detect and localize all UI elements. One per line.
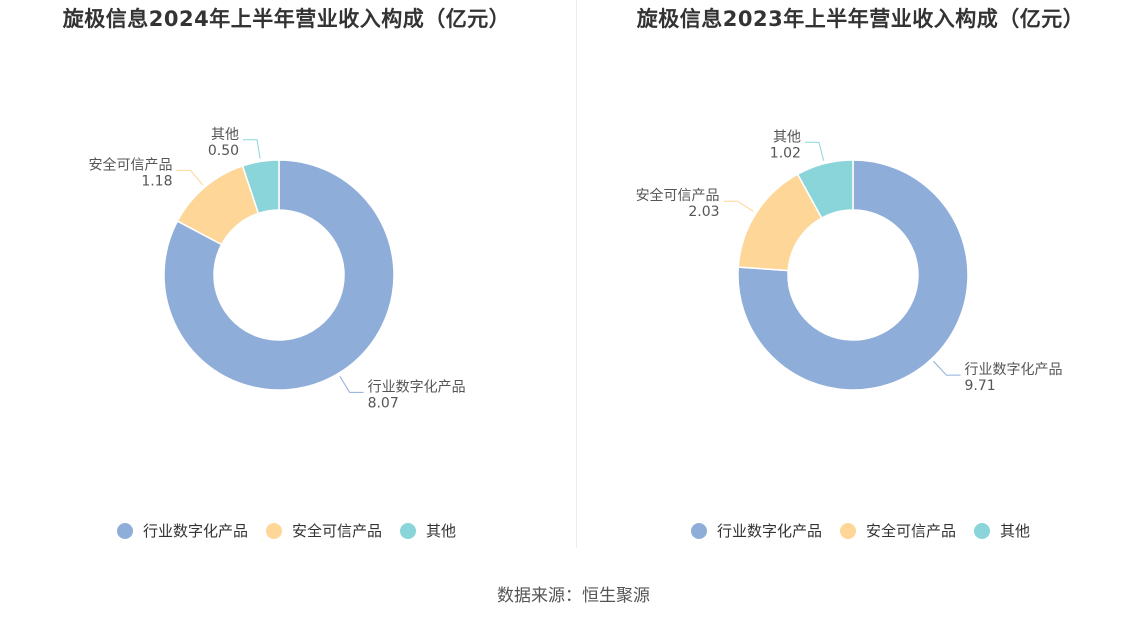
legend-dot-icon <box>400 522 416 539</box>
slice-label-industry: 行业数字化产品 <box>964 362 1062 378</box>
chart-panel-2024: 旋极信息2024年上半年营业收入构成（亿元） 行业数字化产品 8.07 安全可信产品… <box>0 0 573 550</box>
legend-item-other[interactable]: 其他 <box>400 520 456 541</box>
slice-label-other: 其他 <box>211 127 239 143</box>
legend-dot-icon <box>690 522 707 539</box>
slice-value-other: 1.02 <box>770 145 801 161</box>
legend: 行业数字化产品 安全可信产品 其他 <box>0 520 573 541</box>
slice-label-security: 安全可信产品 <box>636 187 720 204</box>
slice-value-industry: 9.71 <box>964 378 995 394</box>
chart-title: 旋极信息2023年上半年营业收入构成（亿元） <box>636 7 1085 31</box>
legend-label: 安全可信产品 <box>291 522 382 540</box>
legend-item-industry[interactable]: 行业数字化产品 <box>690 520 822 541</box>
legend-label: 其他 <box>1000 522 1031 540</box>
leader-line-industry <box>339 375 364 393</box>
slice-value-industry: 8.07 <box>368 395 399 411</box>
leader-line-security <box>176 169 204 186</box>
legend-item-security[interactable]: 安全可信产品 <box>839 520 956 541</box>
data-source-note: 数据来源：恒生聚源 <box>497 586 650 606</box>
donut-slice-industry[interactable] <box>737 159 969 391</box>
legend-label: 行业数字化产品 <box>716 522 822 540</box>
chart-title: 旋极信息2024年上半年营业收入构成（亿元） <box>62 7 511 31</box>
leader-line-other <box>804 141 825 161</box>
leader-line-other <box>243 139 261 159</box>
legend-item-security[interactable]: 安全可信产品 <box>265 520 382 541</box>
legend-label: 安全可信产品 <box>865 522 956 540</box>
slice-label-industry: 行业数字化产品 <box>368 379 466 395</box>
legend-dot-icon <box>265 522 282 539</box>
slice-value-other: 0.50 <box>208 143 239 159</box>
legend: 行业数字化产品 安全可信产品 其他 <box>574 520 1147 541</box>
legend-item-other[interactable]: 其他 <box>974 520 1030 541</box>
panel-divider <box>576 0 577 548</box>
slice-label-security: 安全可信产品 <box>88 156 172 173</box>
legend-dot-icon <box>974 522 990 539</box>
leader-line-security <box>723 200 754 212</box>
legend-dot-icon <box>116 522 133 539</box>
legend-label: 其他 <box>426 522 457 540</box>
leader-line-industry <box>933 360 961 376</box>
slice-value-security: 2.03 <box>688 204 719 220</box>
legend-dot-icon <box>839 522 856 539</box>
legend-item-industry[interactable]: 行业数字化产品 <box>116 520 248 541</box>
donut-slice-other[interactable] <box>241 159 280 215</box>
legend-label: 行业数字化产品 <box>142 522 248 540</box>
donut-slice-other[interactable] <box>796 159 854 220</box>
chart-panel-2023: 旋极信息2023年上半年营业收入构成（亿元） 行业数字化产品 9.71 安全可信产品… <box>574 0 1147 550</box>
donut-slice-industry[interactable] <box>163 159 395 391</box>
slice-value-security: 1.18 <box>141 173 172 189</box>
slice-label-other: 其他 <box>773 129 801 145</box>
